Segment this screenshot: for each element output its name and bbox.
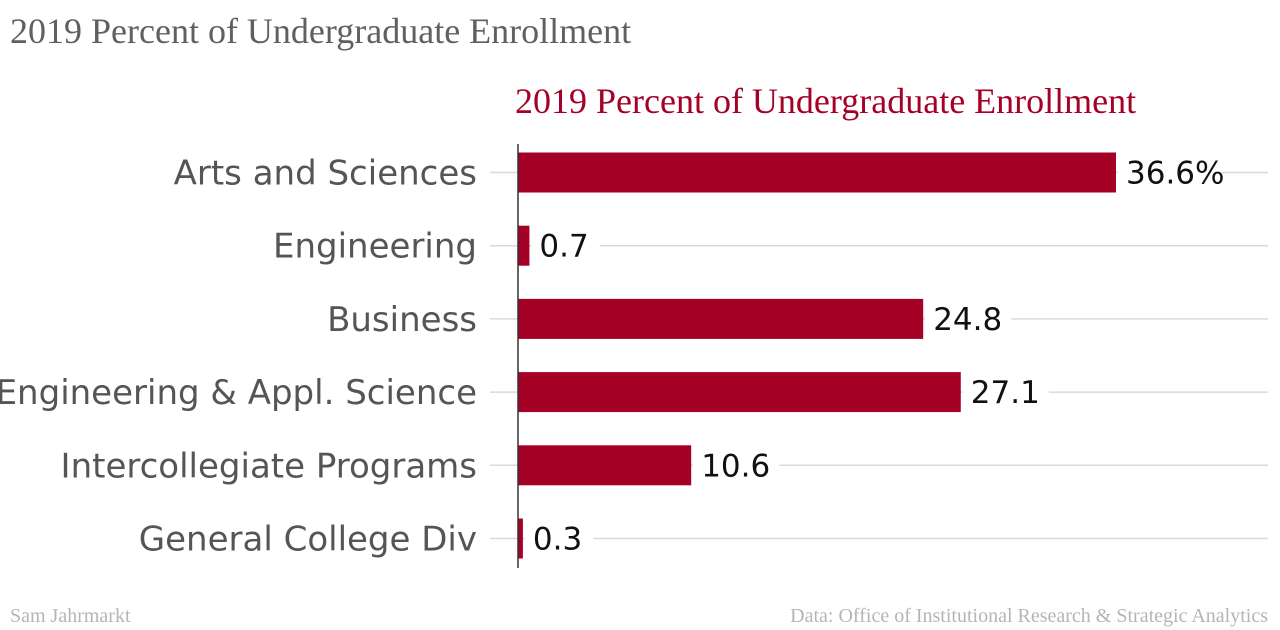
value-label: 36.6%: [1126, 156, 1224, 192]
bar: [518, 372, 961, 413]
labels: 36.6% Arts and Sciences 0.7 Engineering 24.8…: [0, 152, 1224, 560]
category-label: Engineering: [273, 227, 477, 267]
bar: [518, 445, 692, 486]
value-label: 27.1: [971, 375, 1040, 411]
bar: [518, 225, 530, 266]
value-label-background: [531, 225, 600, 266]
value-label-background: [962, 372, 1049, 413]
bars: [518, 152, 1116, 559]
value-label-background: [1118, 152, 1222, 193]
value-label-background: [524, 518, 594, 559]
bar: [518, 298, 924, 339]
category-label: Arts and Sciences: [174, 154, 477, 194]
category-label: Engineering & Appl. Science: [0, 373, 477, 413]
source-footer: Data: Office of Institutional Research &…: [790, 605, 1268, 627]
value-label-background: [693, 445, 780, 486]
bar: [518, 518, 523, 559]
value-label: 10.6: [701, 448, 770, 484]
chart-title: 2019 Percent of Undergraduate Enrollment: [515, 81, 1136, 121]
value-label: 0.3: [533, 522, 582, 558]
category-label: General College Div: [139, 520, 477, 560]
category-label: Intercollegiate Programs: [61, 446, 477, 486]
value-label: 0.7: [539, 229, 588, 265]
value-label-background: [925, 298, 1012, 339]
value-label: 24.8: [933, 302, 1002, 338]
page-title: 2019 Percent of Undergraduate Enrollment: [10, 11, 632, 51]
bar: [518, 152, 1116, 193]
credit-footer: Sam Jahrmarkt: [10, 605, 131, 627]
category-label: Business: [327, 300, 477, 340]
